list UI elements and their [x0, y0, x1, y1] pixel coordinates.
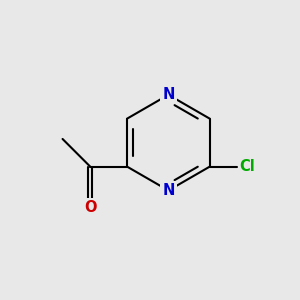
- Text: O: O: [84, 200, 96, 214]
- Text: Cl: Cl: [239, 159, 255, 174]
- Text: N: N: [162, 87, 175, 102]
- Text: N: N: [162, 183, 175, 198]
